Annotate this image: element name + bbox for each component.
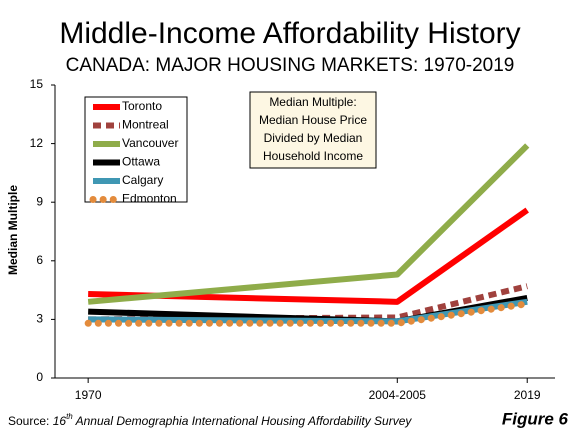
source-prefix: Source:	[8, 414, 53, 428]
legend-label: Ottawa	[122, 155, 160, 169]
x-tick-label: 1970	[75, 388, 102, 402]
source-note: Source: 16th Annual Demographia Internat…	[8, 412, 412, 428]
legend-label: Toronto	[122, 99, 162, 113]
figure-label: Figure 6	[502, 409, 569, 428]
series-line	[88, 207, 529, 305]
x-tick-label: 2019	[514, 388, 541, 402]
series-line	[87, 143, 530, 305]
legend-label: Vancouver	[122, 136, 178, 150]
y-tick-label: 0	[36, 370, 43, 384]
chart-subtitle: CANADA: MAJOR HOUSING MARKETS: 1970-2019	[66, 55, 515, 76]
source-suffix: th	[66, 412, 73, 421]
series-line	[84, 300, 531, 327]
y-tick-label: 15	[30, 77, 44, 91]
legend-label: Edmonton	[122, 192, 177, 206]
source-title: Annual Demographia International Housing…	[73, 414, 413, 428]
x-tick-label: 2004-2005	[369, 388, 427, 402]
annotation-line: Median Multiple:	[269, 95, 356, 109]
annotation-line: Household Income	[263, 149, 363, 163]
legend-box	[84, 96, 188, 203]
series-line	[88, 298, 528, 325]
chart-title: Middle-Income Affordability History	[59, 17, 520, 50]
legend-label: Calgary	[122, 173, 163, 187]
y-tick-label: 12	[30, 136, 44, 150]
y-tick-label: 9	[36, 194, 43, 208]
annotation-box	[249, 91, 377, 169]
annotation-line: Median House Price	[259, 113, 367, 127]
legend-label: Montreal	[122, 118, 169, 132]
y-tick-label: 6	[36, 253, 43, 267]
y-tick-label: 3	[36, 312, 43, 326]
source-ordinal: 16	[53, 414, 67, 428]
y-axis-label: Median Multiple	[6, 185, 20, 275]
annotation-line: Divided by Median	[264, 131, 363, 145]
